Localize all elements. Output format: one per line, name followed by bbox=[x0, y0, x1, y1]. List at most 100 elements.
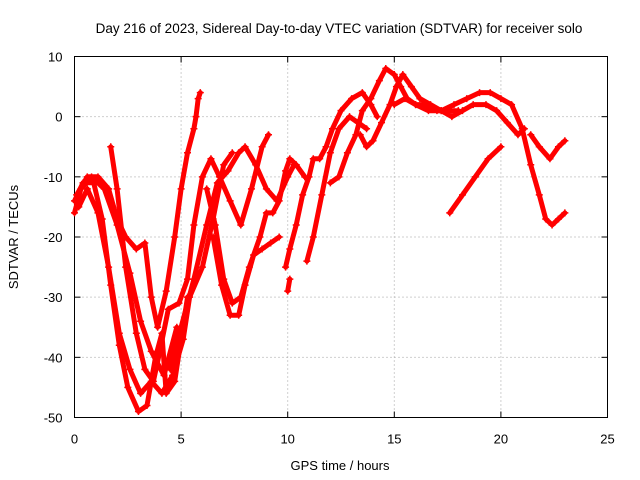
data-point bbox=[427, 101, 435, 109]
data-point bbox=[446, 209, 454, 217]
data-point bbox=[228, 299, 236, 307]
data-point bbox=[399, 71, 407, 79]
data-point bbox=[407, 83, 415, 91]
data-point bbox=[459, 107, 467, 115]
data-point bbox=[211, 221, 219, 229]
data-point bbox=[303, 257, 311, 265]
data-point bbox=[363, 125, 371, 133]
data-point bbox=[337, 107, 345, 115]
data-point bbox=[224, 167, 232, 175]
x-tick-label: 15 bbox=[387, 432, 401, 447]
data-point bbox=[527, 161, 535, 169]
data-point bbox=[115, 329, 123, 337]
data-point bbox=[207, 155, 215, 163]
data-series-track-4 bbox=[76, 150, 235, 396]
data-point bbox=[299, 191, 307, 199]
data-point bbox=[203, 221, 211, 229]
data-point bbox=[305, 173, 313, 181]
data-layer bbox=[71, 65, 569, 415]
data-point bbox=[554, 215, 562, 223]
data-point bbox=[326, 179, 334, 187]
data-point bbox=[508, 101, 516, 109]
data-point bbox=[175, 299, 183, 307]
data-point bbox=[390, 71, 398, 79]
x-axis-label: GPS time / hours bbox=[291, 458, 390, 473]
data-point bbox=[194, 95, 202, 103]
data-point bbox=[459, 191, 467, 199]
data-point bbox=[226, 197, 234, 205]
data-point bbox=[137, 389, 145, 397]
data-point bbox=[113, 185, 121, 193]
y-axis-label: SDTVAR / TECUs bbox=[6, 184, 21, 289]
data-point bbox=[378, 119, 386, 127]
data-point bbox=[209, 233, 217, 241]
axis-ticks: 0 5 10 15 20 25 -50 -40 -30 -20 -10 0 10 bbox=[44, 50, 615, 447]
data-point bbox=[497, 95, 505, 103]
y-tick-label: -30 bbox=[44, 290, 63, 305]
data-point bbox=[262, 209, 270, 217]
data-point bbox=[265, 131, 273, 139]
data-point bbox=[177, 323, 185, 331]
data-point bbox=[252, 161, 260, 169]
data-point bbox=[183, 275, 191, 283]
data-point bbox=[258, 245, 266, 253]
data-point bbox=[335, 125, 343, 133]
data-point bbox=[190, 221, 198, 229]
data-point bbox=[416, 95, 424, 103]
data-point bbox=[328, 125, 336, 133]
data-point bbox=[518, 125, 526, 133]
data-point bbox=[132, 329, 140, 337]
data-point bbox=[149, 377, 157, 385]
data-point bbox=[275, 233, 283, 241]
data-point bbox=[235, 149, 243, 157]
data-point bbox=[369, 137, 377, 145]
data-point bbox=[309, 155, 317, 163]
data-point bbox=[94, 209, 102, 217]
data-point bbox=[71, 209, 78, 217]
data-point bbox=[250, 251, 258, 259]
data-point bbox=[316, 155, 324, 163]
data-point bbox=[326, 149, 334, 157]
data-point bbox=[373, 113, 381, 121]
data-point bbox=[171, 233, 179, 241]
data-point bbox=[198, 263, 206, 271]
chart-title: Day 216 of 2023, Sidereal Day-to-day VTE… bbox=[96, 21, 583, 36]
data-point bbox=[450, 101, 458, 109]
data-point bbox=[561, 209, 569, 217]
data-point bbox=[269, 209, 277, 217]
data-point bbox=[124, 383, 132, 391]
data-point bbox=[156, 347, 164, 355]
x-tick-label: 25 bbox=[600, 432, 614, 447]
data-point bbox=[247, 185, 255, 193]
data-point bbox=[382, 65, 390, 73]
data-point bbox=[158, 389, 166, 397]
data-point bbox=[169, 371, 177, 379]
data-point bbox=[484, 155, 492, 163]
data-point bbox=[527, 131, 535, 139]
data-point bbox=[335, 173, 343, 181]
data-point bbox=[542, 215, 550, 223]
data-point bbox=[235, 311, 243, 319]
data-point bbox=[162, 287, 170, 295]
data-point bbox=[256, 233, 264, 241]
data-point bbox=[241, 143, 249, 151]
data-point bbox=[392, 83, 400, 91]
data-point bbox=[292, 161, 300, 169]
data-point bbox=[226, 311, 234, 319]
data-point bbox=[107, 143, 115, 151]
data-point bbox=[286, 155, 294, 163]
data-point bbox=[548, 221, 556, 229]
y-tick-label: 0 bbox=[55, 110, 62, 125]
data-point bbox=[196, 89, 204, 97]
data-point bbox=[190, 275, 198, 283]
data-point bbox=[73, 191, 81, 199]
data-point bbox=[546, 155, 554, 163]
data-point bbox=[493, 107, 501, 115]
data-point bbox=[141, 365, 149, 373]
data-point bbox=[213, 179, 221, 187]
data-point bbox=[367, 95, 375, 103]
data-point bbox=[147, 293, 155, 301]
data-point bbox=[286, 275, 294, 283]
data-point bbox=[132, 245, 140, 253]
